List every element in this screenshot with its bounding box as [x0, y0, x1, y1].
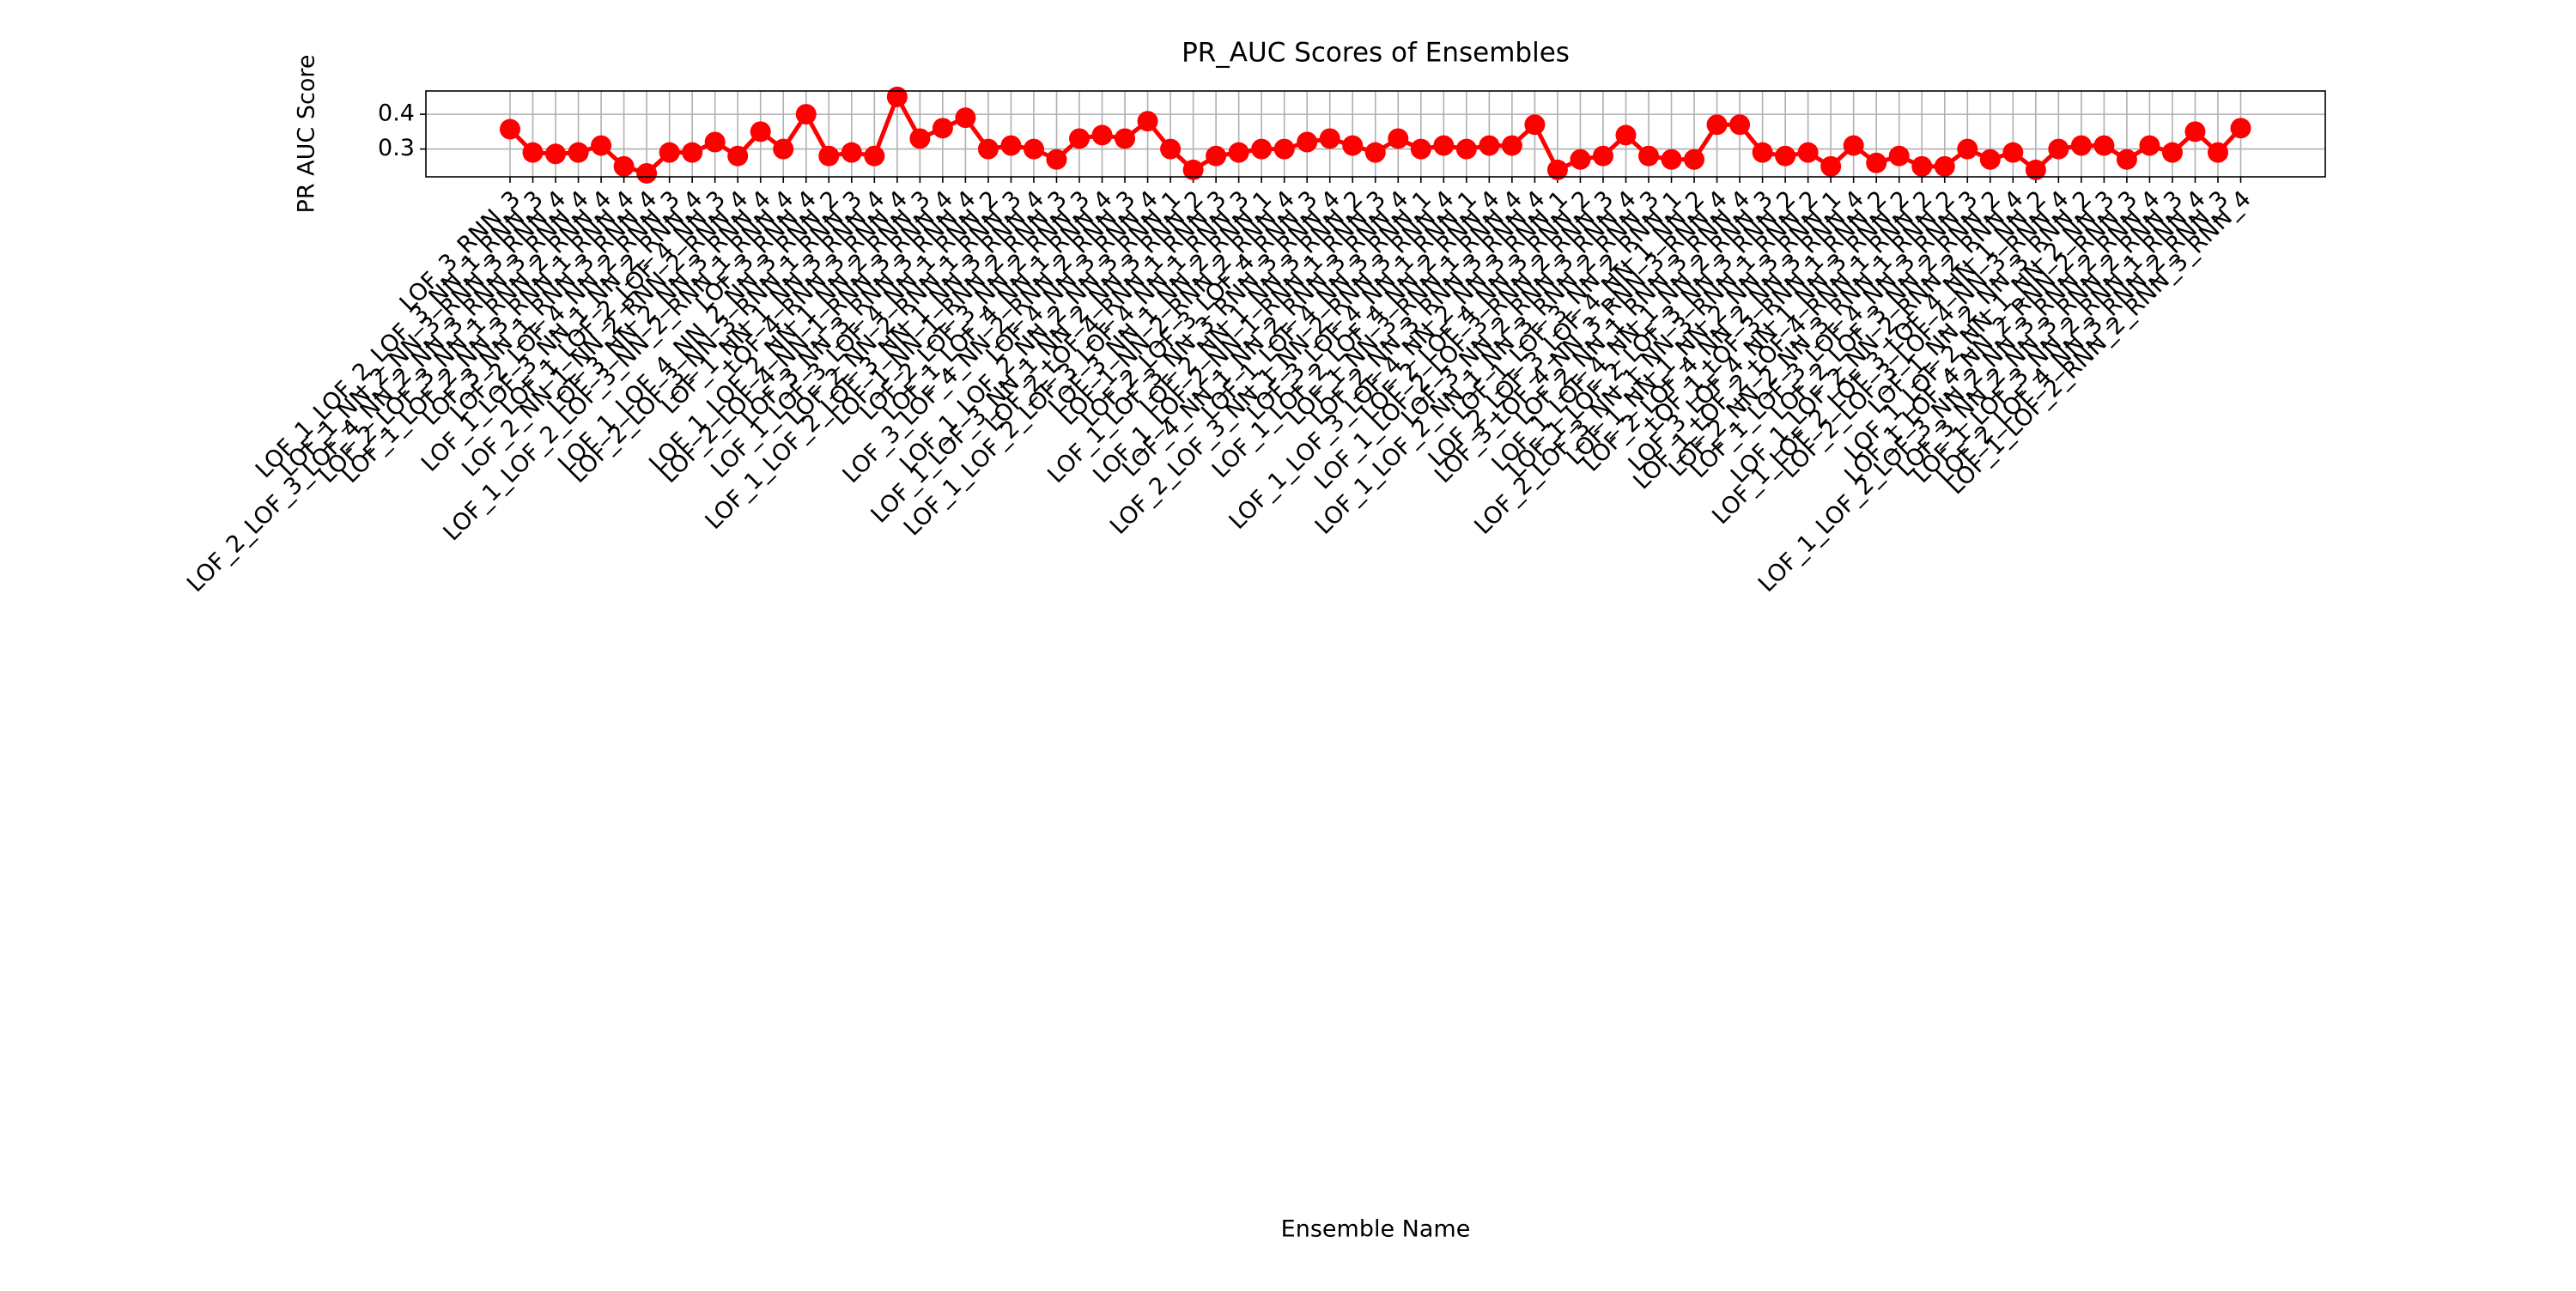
data-point: [1843, 135, 1864, 156]
data-point: [1364, 142, 1386, 163]
data-point: [2161, 142, 2183, 163]
data-point: [1524, 114, 1546, 136]
x-axis-label: Ensemble Name: [1281, 1216, 1471, 1243]
data-point: [864, 145, 885, 167]
plot-frame: [425, 90, 2326, 178]
data-point: [613, 155, 635, 177]
data-point: [659, 142, 680, 163]
chart-title: PR_AUC Scores of Ensembles: [1182, 38, 1570, 69]
data-point: [841, 142, 862, 163]
data-point: [1638, 145, 1659, 167]
data-point: [1479, 135, 1500, 156]
y-axis-label: PR AUC Score: [294, 55, 320, 214]
data-point: [522, 142, 544, 163]
data-point: [2025, 159, 2046, 180]
data-point: [1501, 135, 1522, 156]
data-point: [1615, 124, 1637, 146]
data-point: [1957, 138, 1978, 160]
data-point: [1979, 148, 2001, 170]
data-point: [1137, 111, 1158, 132]
grid: [426, 91, 2325, 177]
data-point: [1000, 135, 1022, 156]
data-point: [1206, 145, 1227, 167]
data-point: [1319, 128, 1340, 149]
data-point: [1297, 131, 1318, 153]
data-point: [704, 131, 726, 153]
data-point: [1934, 155, 1955, 177]
data-point: [636, 162, 658, 184]
data-point: [750, 121, 771, 142]
data-point: [1091, 124, 1113, 146]
data-point: [955, 107, 976, 129]
data-point: [1228, 142, 1249, 163]
data-point: [1888, 145, 1910, 167]
data-point: [1592, 145, 1613, 167]
y-tick-label: 0.4: [378, 100, 415, 127]
data-point: [909, 128, 931, 149]
data-point: [1570, 148, 1591, 170]
data-point: [1775, 145, 1796, 167]
data-point: [2139, 135, 2160, 156]
data-point: [818, 145, 840, 167]
data-point: [795, 104, 817, 125]
data-point: [977, 138, 999, 160]
data-point: [1160, 138, 1182, 160]
data-point: [591, 135, 612, 156]
data-point: [2230, 118, 2251, 139]
data-point: [2184, 121, 2206, 142]
data-point: [1182, 159, 1204, 180]
data-point: [2093, 135, 2115, 156]
data-point: [2002, 142, 2024, 163]
data-point: [568, 142, 589, 163]
data-point: [1023, 138, 1044, 160]
data-point: [1706, 114, 1728, 136]
data-point: [500, 118, 520, 140]
data-point: [886, 86, 908, 107]
data-point: [1661, 148, 1682, 170]
data-point: [2208, 142, 2228, 163]
data-point: [1797, 142, 1819, 163]
data-point: [1410, 138, 1431, 160]
data-point: [773, 138, 794, 160]
data-point: [682, 142, 703, 163]
data-point: [2070, 135, 2092, 156]
data-point: [1115, 128, 1136, 149]
y-tick-label: 0.3: [378, 135, 415, 161]
data-point: [545, 143, 567, 165]
data-point: [2048, 138, 2069, 160]
data-point: [1911, 155, 1933, 177]
data-point: [1729, 114, 1751, 136]
data-point: [1433, 135, 1455, 156]
data-point: [1069, 128, 1090, 149]
data-point: [1046, 148, 1067, 170]
data-point: [1455, 138, 1477, 160]
data-point: [1546, 159, 1568, 180]
data-point: [1273, 138, 1295, 160]
data-point: [932, 118, 953, 139]
data-point: [1820, 155, 1842, 177]
data-point: [1388, 128, 1409, 149]
data-point: [2116, 148, 2137, 170]
data-point: [1752, 142, 1773, 163]
data-point: [1684, 148, 1705, 170]
data-point: [1251, 138, 1273, 160]
data-point: [1866, 152, 1887, 173]
data-point: [1342, 135, 1364, 156]
data-point: [727, 145, 749, 167]
